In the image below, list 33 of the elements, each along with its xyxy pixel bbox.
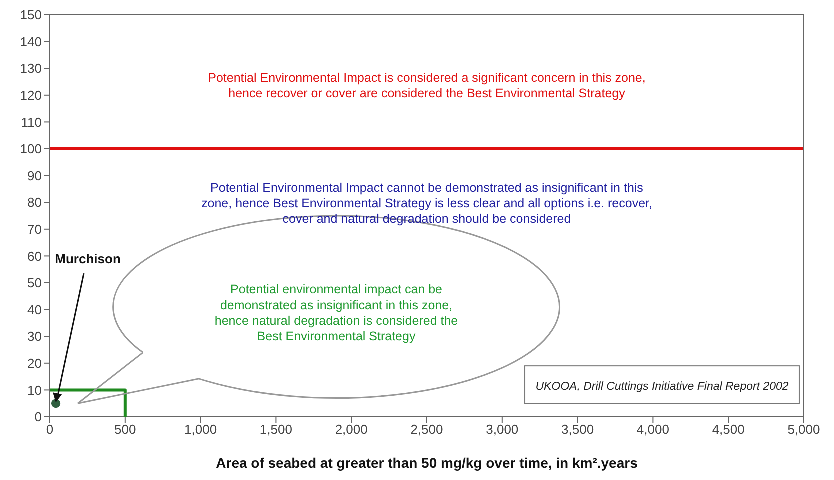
y-tick-label: 140 (20, 34, 42, 50)
y-tick-label: 70 (28, 222, 42, 238)
y-tick-label: 0 (34, 410, 42, 425)
y-tick-label: 130 (20, 61, 42, 76)
annotation: Potential environmental impact can be demonstrated as insignificant in this zone, hence natural degradation is considered the Best Environmental Strategy (214, 282, 458, 344)
y-tick-label: 40 (28, 302, 42, 318)
y-tick-label: 30 (28, 329, 42, 344)
x-axis-title: Area of seabed at greater than 50 mg/kg over time, in km².years (216, 455, 638, 471)
annotation: Potential Environmental Impact is considered a significant concern in this zone, hence recover or cover are considered the Best Environmental Strategy (208, 71, 646, 101)
x-tick-label: 2,000 (335, 422, 368, 438)
y-tick-label: 150 (20, 8, 42, 23)
x-tick-label: 3,000 (486, 422, 519, 438)
y-tick-label: 10 (28, 382, 42, 398)
annotation: Potential Environmental Impact cannot be demonstrated as insignificant in this zone, hence Best Environmental Strategy is less clear and all options i.e. recover, cover and natural degradation should be considered (202, 180, 652, 226)
x-tick-label: 4,500 (712, 422, 745, 438)
y-tick-label: 80 (28, 195, 42, 210)
x-tick-label: 1,000 (184, 422, 218, 438)
annotation: Murchison (55, 252, 121, 267)
x-tick-label: 0 (46, 422, 54, 438)
y-tick-label: 60 (28, 248, 42, 264)
x-tick-label: 5,000 (788, 422, 820, 438)
x-tick-label: 4,000 (636, 422, 670, 438)
y-tick-label: 120 (20, 88, 42, 104)
y-tick-label: 50 (28, 276, 42, 291)
y-tick-label: 20 (28, 356, 42, 372)
x-tick-label: 2,500 (410, 422, 444, 438)
y-tick-label: 100 (20, 142, 42, 157)
y-tick-label: 110 (21, 114, 42, 130)
x-tick-label: 1,500 (260, 422, 292, 438)
x-tick-label: 500 (114, 422, 136, 438)
y-tick-label: 90 (28, 168, 42, 184)
x-tick-label: 3,500 (562, 422, 594, 438)
annotation: UKOOA, Drill Cuttings Initiative Final Report 2002 (536, 381, 790, 394)
